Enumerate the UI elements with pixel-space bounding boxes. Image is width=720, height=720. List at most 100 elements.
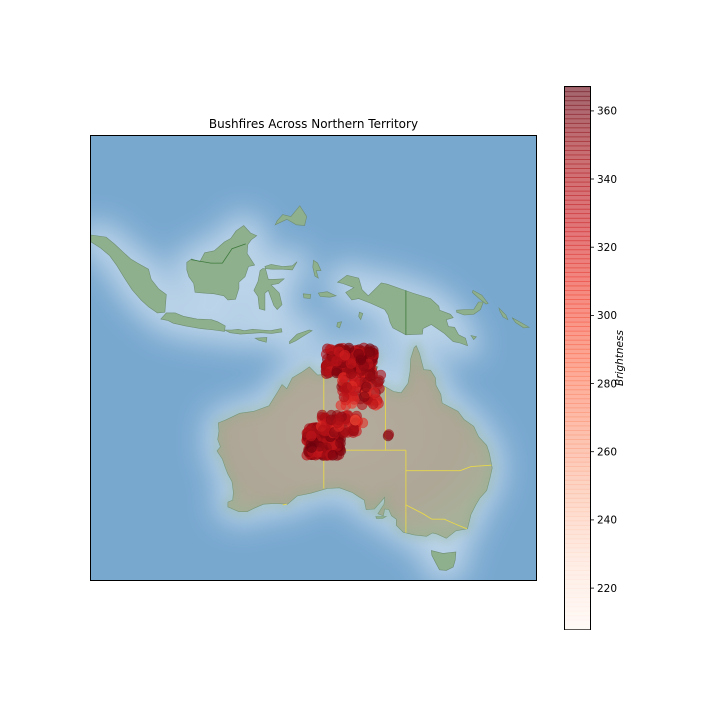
colorbar-swatch (565, 123, 590, 129)
colorbar-swatch (565, 556, 590, 562)
colorbar-swatch (565, 511, 590, 517)
colorbar-swatch (565, 565, 590, 571)
colorbar-swatch (565, 371, 590, 377)
land-sumba (254, 337, 268, 343)
colorbar-tick-label: 260 (597, 447, 617, 459)
land-tanimbar (336, 321, 343, 329)
colorbar-swatch (565, 195, 590, 201)
colorbar-swatch (565, 245, 590, 251)
colorbar-swatch (565, 114, 590, 120)
colorbar-swatch (565, 321, 590, 327)
colorbar-swatch (565, 335, 590, 341)
colorbar-swatch (565, 516, 590, 522)
fire-point (364, 346, 375, 358)
colorbar-swatch (565, 217, 590, 224)
colorbar-swatch (565, 254, 590, 260)
colorbar-swatch (565, 294, 590, 300)
colorbar-swatch (565, 534, 590, 540)
colorbar-swatch (565, 498, 590, 504)
fire-point (383, 429, 395, 440)
colorbar-swatch (565, 258, 590, 264)
colorbar-tick-label: 220 (597, 583, 617, 595)
fire-point (317, 424, 329, 436)
colorbar-swatch (565, 398, 590, 404)
border-line (282, 503, 287, 506)
colorbar-tick-label: 340 (597, 174, 617, 186)
colorbar-swatch (565, 109, 590, 115)
colorbar-swatch (565, 439, 590, 445)
colorbar-swatch (565, 267, 590, 273)
colorbar-swatch (565, 227, 590, 233)
colorbar-swatch (565, 561, 590, 567)
land-bougainville (498, 307, 509, 321)
land-newireland (471, 289, 489, 305)
land-solomons (511, 317, 531, 329)
land-louisiade (470, 335, 477, 341)
colorbar-swatch (565, 344, 590, 350)
colorbar-swatch (565, 348, 590, 355)
colorbar-swatch (565, 376, 590, 382)
land-tasmania (430, 550, 457, 571)
fire-point (364, 370, 376, 381)
map-panel[interactable] (90, 135, 537, 581)
colorbar-swatch (565, 285, 590, 291)
colorbar-swatch (565, 154, 590, 160)
colorbar-swatch (565, 547, 590, 553)
colorbar-swatch (565, 407, 590, 413)
colorbar-swatch (565, 276, 590, 282)
colorbar-swatch (565, 190, 590, 196)
colorbar-tick-label: 360 (597, 106, 617, 118)
colorbar-swatch (565, 552, 590, 558)
colorbar-swatch (565, 177, 590, 183)
colorbar-swatch (565, 105, 590, 111)
colorbar-swatch (565, 421, 590, 427)
colorbar-swatch (565, 529, 590, 535)
map-canvas[interactable] (91, 136, 536, 580)
colorbar-swatch (565, 249, 590, 255)
colorbar-swatch (565, 236, 590, 242)
colorbar-swatch (565, 290, 590, 296)
colorbar-swatch (565, 592, 590, 598)
fire-point (345, 368, 357, 380)
colorbar-swatch (565, 231, 590, 237)
colorbar-swatch (565, 163, 590, 169)
colorbar-swatch (565, 574, 590, 580)
colorbar-swatch (565, 199, 590, 206)
colorbar-swatch (565, 610, 590, 617)
colorbar-swatch (565, 579, 590, 585)
colorbar-swatch (565, 186, 590, 192)
fire-point (332, 417, 343, 429)
colorbar-swatch (565, 141, 590, 147)
fire-points (301, 342, 395, 461)
colorbar-swatch (565, 466, 590, 472)
colorbar-swatch (565, 606, 590, 612)
fire-point (335, 437, 346, 449)
border-line (405, 450, 492, 472)
land-sumatra_tip (91, 234, 167, 314)
colorbar-tick-label: 320 (597, 242, 617, 254)
fire-point (353, 348, 364, 360)
colorbar-swatch (565, 240, 590, 246)
fire-point (360, 381, 372, 393)
land-newbritain (456, 301, 484, 316)
colorbar-swatch (565, 385, 590, 391)
colorbar-swatch (565, 312, 590, 318)
colorbar-swatch (565, 484, 590, 490)
colorbar-swatch (565, 87, 590, 93)
colorbar-swatch (565, 475, 590, 481)
fire-point (316, 409, 328, 421)
colorbar-swatch (565, 470, 590, 477)
fire-point (357, 417, 369, 429)
colorbar-swatch (565, 96, 590, 102)
colorbar-label: Brightness (614, 330, 626, 386)
colorbar-swatch (565, 330, 590, 337)
colorbar-swatch (565, 367, 590, 373)
colorbar-swatch (565, 308, 590, 314)
colorbar-swatch (565, 488, 590, 495)
colorbar-swatch (565, 597, 590, 603)
colorbar-tick-label: 280 (597, 378, 617, 390)
colorbar-swatch (565, 118, 590, 124)
colorbar-swatch (565, 452, 590, 458)
border-line (405, 504, 468, 530)
colorbar-swatch (565, 525, 590, 531)
